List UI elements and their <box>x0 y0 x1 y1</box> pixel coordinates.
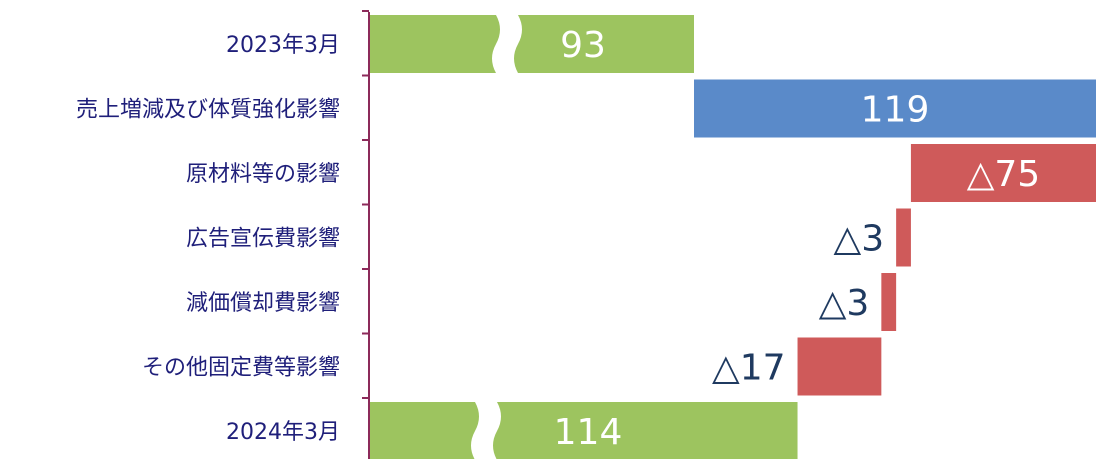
bar <box>896 208 911 267</box>
category-label: 売上増減及び体質強化影響 <box>76 98 340 123</box>
data-label: △17 <box>712 348 786 389</box>
category-label: 広告宣伝費影響 <box>186 227 340 252</box>
category-label: 減価償却費影響 <box>186 291 340 316</box>
axis-break <box>471 402 501 459</box>
category-label: 2023年3月 <box>226 33 340 58</box>
bar <box>881 273 897 331</box>
bar <box>910 144 1096 202</box>
category-label: 原材料等の影響 <box>186 162 340 187</box>
data-label: △75 <box>967 154 1041 195</box>
bar <box>370 15 694 73</box>
bar <box>694 79 1096 138</box>
bar <box>797 337 882 396</box>
category-label: 2024年3月 <box>226 420 340 445</box>
data-label: 93 <box>560 25 606 66</box>
data-label: △3 <box>819 283 870 324</box>
data-label: △3 <box>834 219 885 260</box>
data-label: 114 <box>554 412 623 453</box>
category-label: その他固定費等影響 <box>142 356 340 381</box>
axis-break <box>492 15 522 73</box>
data-label: 119 <box>861 90 930 131</box>
bar <box>370 402 798 459</box>
